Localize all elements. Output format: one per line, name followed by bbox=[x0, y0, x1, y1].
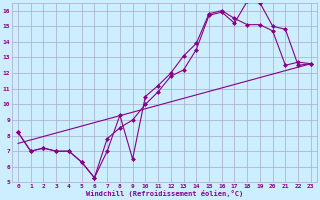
X-axis label: Windchill (Refroidissement éolien,°C): Windchill (Refroidissement éolien,°C) bbox=[86, 190, 243, 197]
